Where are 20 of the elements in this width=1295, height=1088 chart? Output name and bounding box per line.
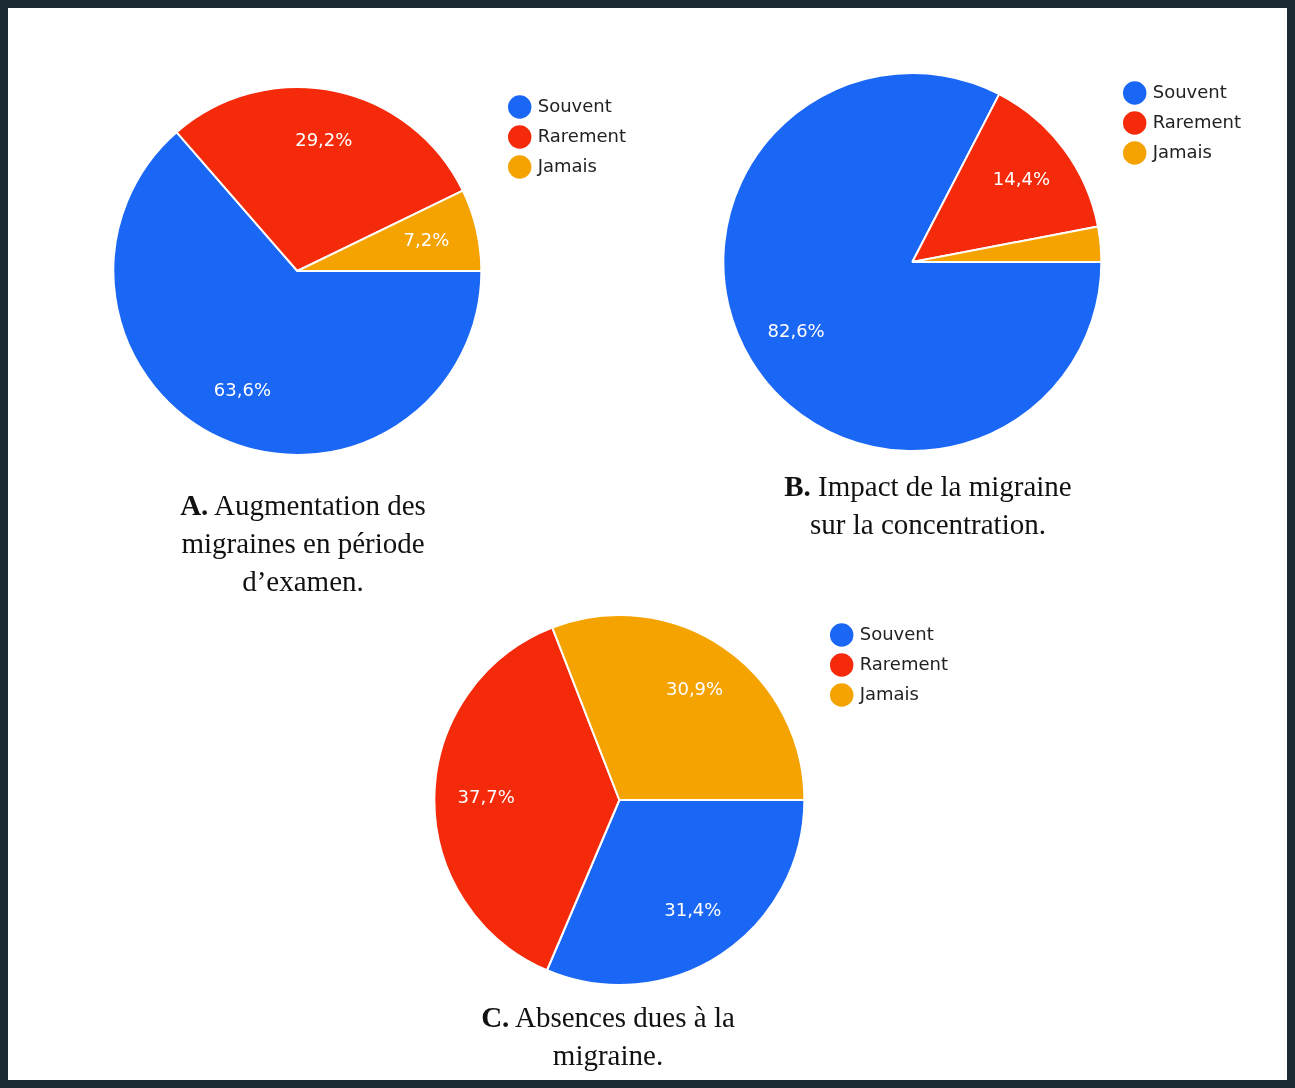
data-label: 30,9% [665, 677, 724, 699]
data-label: 29,2% [295, 128, 353, 150]
legend-label: Rarement [859, 652, 948, 674]
data-label: 63,6% [213, 379, 272, 401]
data-label: 14,4% [992, 168, 1051, 190]
text: C. Absences dues à la migraine. [480, 1000, 736, 1073]
data-label: 82,6% [767, 320, 825, 342]
data-label: 31,4% [664, 898, 722, 920]
legend-label: Jamais [1151, 140, 1212, 162]
legend-label: Rarement [537, 124, 626, 146]
data-label: 37,7% [457, 785, 515, 807]
legend-label: Jamais [536, 154, 597, 176]
legend-label: Jamais [858, 682, 919, 704]
data-label: 7,2% [403, 228, 450, 250]
legend-label: Rarement [1152, 110, 1241, 132]
text: A. Augmentation des migraines en période d’examen. [179, 488, 427, 599]
text: B. Impact de la migraine sur la concentration. [783, 469, 1073, 542]
legend-label: Souvent [1152, 80, 1227, 102]
legend-label: Souvent [537, 94, 612, 116]
legend-label: Souvent [859, 622, 934, 644]
